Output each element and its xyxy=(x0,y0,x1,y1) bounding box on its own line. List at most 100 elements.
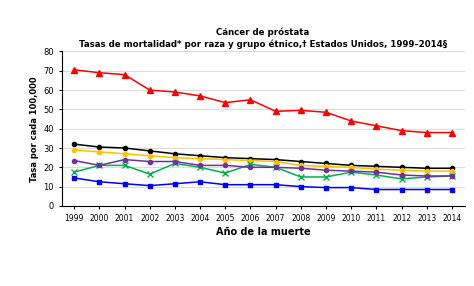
Negros xyxy=(298,109,304,112)
Hispanos xyxy=(273,166,279,169)
IA/NA xyxy=(273,166,279,169)
Negros xyxy=(172,90,178,94)
Todas las razas xyxy=(72,142,77,146)
Line: Hispanos: Hispanos xyxy=(72,158,454,178)
IA/NA xyxy=(374,173,379,177)
IA/NA xyxy=(222,171,228,175)
Todas las razas xyxy=(247,157,253,160)
A/IP xyxy=(247,183,253,186)
IA/NA xyxy=(247,163,253,166)
Line: Todas las razas: Todas las razas xyxy=(72,142,454,170)
IA/NA xyxy=(122,164,128,167)
A/IP xyxy=(273,183,279,186)
Line: Negros: Negros xyxy=(72,67,455,135)
Todas las razas xyxy=(348,164,354,167)
Blancos xyxy=(97,150,102,154)
Todas las razas xyxy=(323,162,329,165)
Blancos xyxy=(222,158,228,161)
Hispanos xyxy=(72,159,77,162)
Blancos xyxy=(348,166,354,169)
Blancos xyxy=(247,159,253,162)
IA/NA xyxy=(424,175,429,179)
Y-axis label: Tasa por cada 100,000: Tasa por cada 100,000 xyxy=(30,76,39,182)
Todas las razas xyxy=(374,165,379,168)
Blancos xyxy=(72,148,77,152)
A/IP xyxy=(122,182,128,185)
IA/NA xyxy=(298,175,304,179)
A/IP xyxy=(348,186,354,189)
Todas las razas xyxy=(197,154,203,157)
Negros xyxy=(424,131,429,134)
A/IP xyxy=(323,186,329,189)
A/IP xyxy=(449,188,455,191)
Hispanos xyxy=(449,174,455,178)
Blancos xyxy=(273,160,279,163)
A/IP xyxy=(222,183,228,186)
Negros xyxy=(147,88,153,92)
Blancos xyxy=(399,168,404,172)
Negros xyxy=(374,124,379,128)
Hispanos xyxy=(374,170,379,174)
Negros xyxy=(97,71,102,74)
Hispanos xyxy=(147,160,153,163)
Todas las razas xyxy=(273,158,279,161)
A/IP xyxy=(298,185,304,188)
Negros xyxy=(72,68,77,72)
Negros xyxy=(348,119,354,123)
Todas las razas xyxy=(298,160,304,163)
Negros xyxy=(449,131,455,134)
A/IP xyxy=(172,182,178,185)
Negros xyxy=(323,111,329,114)
Line: Blancos: Blancos xyxy=(72,148,454,173)
Todas las razas xyxy=(424,166,429,170)
Hispanos xyxy=(298,166,304,170)
Blancos xyxy=(424,169,429,173)
Blancos xyxy=(298,164,304,167)
A/IP xyxy=(97,180,102,184)
A/IP xyxy=(197,180,203,184)
Blancos xyxy=(172,156,178,159)
A/IP xyxy=(147,184,153,187)
Blancos xyxy=(197,157,203,160)
Hispanos xyxy=(222,164,228,167)
Hispanos xyxy=(247,166,253,169)
Hispanos xyxy=(197,164,203,167)
IA/NA xyxy=(449,174,455,178)
Blancos xyxy=(323,165,329,168)
Line: A/IP: A/IP xyxy=(72,176,454,192)
A/IP xyxy=(72,176,77,180)
Title: Cáncer de próstata
Tasas de mortalidad* por raza y grupo étnico,† Estados Unidos: Cáncer de próstata Tasas de mortalidad* … xyxy=(79,27,447,49)
Todas las razas xyxy=(399,166,404,169)
Todas las razas xyxy=(172,152,178,156)
Blancos xyxy=(374,168,379,171)
Hispanos xyxy=(97,164,102,167)
IA/NA xyxy=(399,177,404,181)
A/IP xyxy=(424,188,429,191)
Line: IA/NA: IA/NA xyxy=(72,161,455,182)
Hispanos xyxy=(424,174,429,178)
Blancos xyxy=(122,152,128,156)
X-axis label: Año de la muerte: Año de la muerte xyxy=(216,227,310,237)
IA/NA xyxy=(72,170,77,174)
Blancos xyxy=(449,169,455,173)
IA/NA xyxy=(172,162,178,165)
IA/NA xyxy=(323,175,329,179)
Todas las razas xyxy=(97,145,102,149)
Todas las razas xyxy=(122,146,128,150)
Todas las razas xyxy=(147,149,153,153)
Blancos xyxy=(147,154,153,157)
Todas las razas xyxy=(449,166,455,170)
Hispanos xyxy=(122,158,128,161)
IA/NA xyxy=(197,166,203,169)
IA/NA xyxy=(348,170,354,174)
Todas las razas xyxy=(222,156,228,159)
Negros xyxy=(247,98,253,102)
Negros xyxy=(197,94,203,98)
Negros xyxy=(122,73,128,76)
A/IP xyxy=(374,188,379,191)
Hispanos xyxy=(323,168,329,172)
Negros xyxy=(222,101,228,104)
Hispanos xyxy=(348,169,354,173)
Negros xyxy=(399,129,404,132)
IA/NA xyxy=(97,164,102,167)
